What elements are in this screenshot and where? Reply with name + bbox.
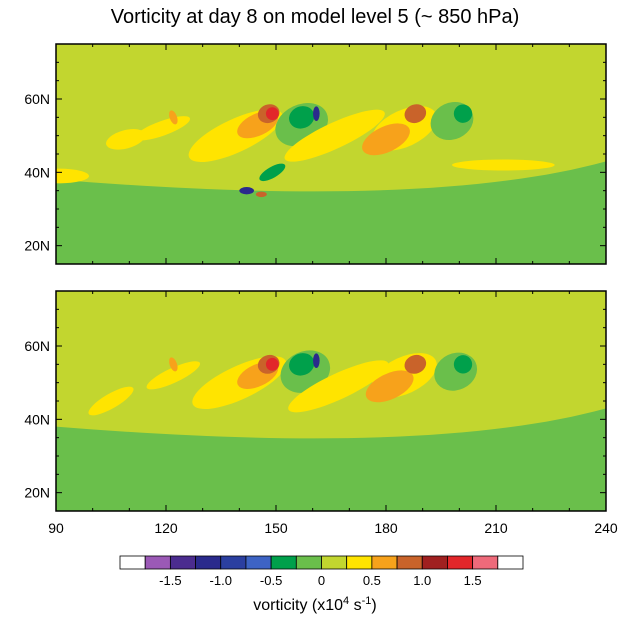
vorticity-contour [259,163,286,182]
x-tick-label: 210 [484,520,508,536]
colorbar: -1.5 -1.0 -0.5 0 0.5 1.0 1.5 [119,555,524,588]
panel-top: 20N 40N 60N [24,43,607,265]
vorticity-contour [453,104,473,123]
y-tick-label: 40N [24,411,50,427]
colorbar-swatch [396,555,423,570]
colorbar-swatch [321,555,348,570]
colorbar-swatch [295,555,322,570]
vorticity-contour [169,357,178,372]
vorticity-contour [239,187,255,195]
y-tick-label: 40N [24,164,50,180]
y-tick-label: 20N [24,485,50,501]
x-tick-label: 150 [264,520,288,536]
colorbar-swatch [421,555,448,570]
y-tick-label: 60N [24,338,50,354]
colorbar-tick-label: 0 [318,573,325,588]
vorticity-contour [362,123,410,156]
colorbar-tick-label: -0.5 [260,573,282,588]
vorticity-contour [169,110,178,125]
colorbar-swatch [245,555,272,570]
x-tick-label: 180 [374,520,398,536]
colorbar-tick-label: -1.5 [159,573,181,588]
south-band [56,408,606,511]
colorbar-tick-label: 1.0 [413,573,431,588]
vorticity-contour [313,353,320,368]
colorbar-swatch [371,555,398,570]
x-tick-label: 120 [154,520,178,536]
vorticity-contour [88,386,134,416]
vorticity-contour [453,355,473,374]
colorbar-swatch [270,555,297,570]
vorticity-contour [289,353,315,376]
vorticity-contour [313,106,320,121]
colorbar-swatch [346,555,373,570]
vorticity-contour [106,129,146,150]
colorbar-tick-label: 1.5 [464,573,482,588]
colorbar-swatch [169,555,196,570]
colorbar-tick-label: -1.0 [210,573,232,588]
colorbar-swatch [144,555,171,570]
vorticity-contour [404,354,427,374]
vorticity-contour [255,191,267,198]
vorticity-contour [404,104,427,124]
x-tick-label: 90 [48,520,64,536]
colorbar-swatch [220,555,247,570]
y-tick-label: 60N [24,91,50,107]
vorticity-contour [146,361,201,390]
chart-title: Vorticity at day 8 on model level 5 (~ 8… [111,6,520,28]
y-tick-label: 20N [24,238,50,254]
vorticity-contour [265,357,279,371]
panel-bottom: 20N 40N 60N 90 120 150 180 210 240 [24,290,618,536]
vorticity-contour [56,168,89,184]
colorbar-swatch [497,555,524,570]
vorticity-contour [452,159,555,171]
colorbar-tick-label: 0.5 [363,573,381,588]
colorbar-label: vorticity (x104 s-1) [253,595,376,614]
colorbar-swatch [195,555,222,570]
vorticity-contour [289,106,315,129]
colorbar-swatch [119,555,146,570]
vorticity-contour [288,360,389,413]
vorticity-contour [284,109,385,162]
vorticity-contour [265,107,279,121]
colorbar-swatch [447,555,474,570]
vorticity-contour [365,370,414,403]
colorbar-swatch [472,555,499,570]
x-tick-label: 240 [594,520,618,536]
south-band [56,161,606,264]
